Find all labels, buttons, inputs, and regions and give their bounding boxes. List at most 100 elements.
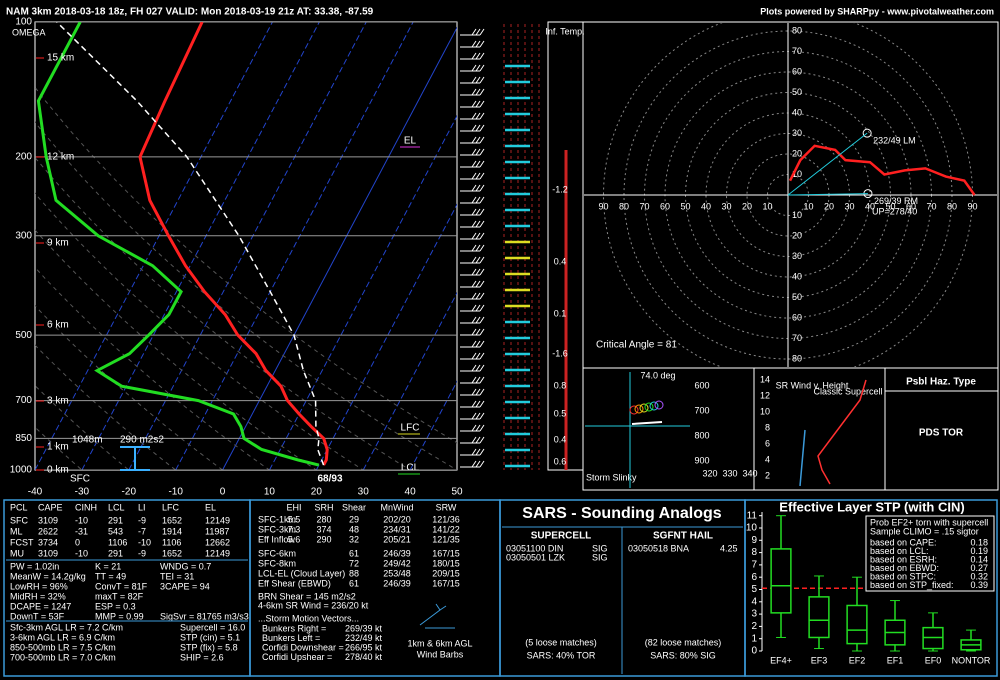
x-tick-label: 30: [358, 487, 370, 498]
x-tick-label: EF0: [925, 655, 942, 665]
thermo-header: LFC: [162, 502, 180, 512]
x-tick-label: EF3: [811, 655, 828, 665]
prob-value: 0.14: [970, 554, 988, 564]
slinky-ring: [649, 401, 659, 411]
critical-angle: Critical Angle = 81: [596, 340, 677, 351]
wind-barb: [460, 364, 485, 372]
wind-barb: [460, 460, 485, 468]
thermo-cell: -9: [138, 515, 146, 525]
height-label: 1 km: [47, 442, 69, 453]
thermo-cell: 11987: [205, 526, 229, 536]
hodo-label: 10: [792, 169, 802, 179]
kin-header: SRH: [314, 502, 333, 512]
thermo-cell: 12149: [205, 515, 230, 525]
thermo-cell: 291: [108, 548, 123, 558]
prob-value: 0.19: [970, 546, 988, 556]
motion-value: 232/49 kt: [345, 633, 383, 643]
inftemp-label: 0.6: [554, 456, 567, 466]
box: [770, 548, 792, 614]
prob-value: 0.27: [970, 563, 988, 573]
sars-supercell: SUPERCELL: [531, 531, 592, 542]
thermo-cell: 1106: [108, 537, 127, 547]
thermo-cell: 1652: [162, 515, 182, 525]
inftemp-label: 0.1: [554, 308, 567, 318]
hodo-label: 50: [792, 87, 802, 97]
prob-value: 0.39: [970, 580, 988, 590]
height-label: 15 km: [47, 53, 74, 64]
hodo-label: 90: [598, 201, 608, 211]
wind-barb: [460, 280, 485, 288]
hodo-label: 50: [680, 201, 690, 211]
thermo-cell: 1914: [162, 526, 182, 536]
hodo-label: 80: [619, 201, 629, 211]
y-tick-label: 4: [751, 596, 757, 607]
srwind-y-label: 2: [765, 470, 770, 480]
wind-barb: [460, 448, 485, 456]
x-tick-label: 10: [264, 487, 276, 498]
thermo-index: LowRH = 96%: [10, 581, 68, 591]
kin-cell: 180/15: [432, 558, 460, 568]
motion-value: 266/95 kt: [345, 642, 383, 652]
hodo-label: 40: [792, 107, 802, 117]
thermo-index: MMP = 0.99: [95, 611, 144, 621]
hodo-label: 10: [803, 201, 813, 211]
wind-barb: [460, 424, 485, 432]
wind-barb: [460, 340, 485, 348]
kin-label: SFC-3km: [258, 524, 296, 534]
prob-title: Sample CLIMO = .15 sigtor: [870, 526, 979, 536]
lapse-rate: 850-500mb LR = 7.5 C/km: [10, 642, 116, 652]
hodo-label: 10: [762, 201, 772, 211]
wind-barb: [460, 112, 485, 120]
srwind-y-label: 6: [765, 438, 770, 448]
kin-cell: 253/48: [383, 568, 411, 578]
kin-cell: 72: [349, 558, 359, 568]
hodo-label: 40: [792, 271, 802, 281]
height-label: 9 km: [47, 238, 69, 249]
hodo-label: 70: [639, 201, 649, 211]
sars-flag: SIG: [592, 552, 608, 562]
kin-cell: 246/39: [383, 578, 411, 588]
bottom-frames: [3, 499, 998, 677]
y-tick-label: 8: [751, 547, 757, 558]
barb-icon: [419, 603, 455, 629]
thermo-cell: MU: [10, 548, 24, 558]
motion-label: Corfidi Downshear =: [262, 642, 344, 652]
hodo-label: 70: [792, 333, 802, 343]
thermo-index: WNDG = 0.7: [160, 561, 211, 571]
header-left: NAM 3km 2018-03-18 18z, FH 027 VALID: Mo…: [6, 7, 374, 18]
srwind-y-label: 8: [765, 422, 770, 432]
thermo-cell: 1652: [162, 548, 182, 558]
hodo-label: 20: [824, 201, 834, 211]
slinky-x-label: 340: [742, 468, 757, 478]
kin-label: LCL-EL (Cloud Layer): [258, 568, 345, 578]
thermo-cell: FCST: [10, 537, 34, 547]
overlay: -40 -30 -20 -10 0 10 20 30 40 5010020030050070085…: [6, 17, 998, 665]
wind-barb: [460, 64, 485, 72]
hodo-label: 90: [967, 201, 977, 211]
brn-shear: BRN Shear = 145 m2/s2: [258, 591, 356, 601]
hodo-label: 60: [906, 201, 916, 211]
temperature-line: [138, 22, 329, 466]
prob-label: based on EBWD:: [870, 563, 939, 573]
thermo-cell: -31: [75, 526, 88, 536]
thermo-header: PCL: [10, 502, 28, 512]
inflow-bracket: [120, 446, 150, 471]
thermo-cell: -10: [75, 548, 88, 558]
motion-value: 278/40 kt: [345, 652, 383, 662]
motion-label: Corfidi Upshear =: [262, 652, 332, 662]
srwind-y-label: 14: [760, 374, 770, 384]
wind-barb: [460, 172, 485, 180]
slinky-ring: [654, 400, 664, 410]
hodo-label: 70: [926, 201, 936, 211]
inftemp-label: 0.5: [554, 408, 567, 418]
wind-barb: [460, 148, 485, 156]
kin-cell: 167/15: [432, 548, 460, 558]
lfc-label: LFC: [401, 423, 420, 434]
y-tick-label: 300: [15, 230, 32, 241]
slinky-x-label: 330: [722, 468, 737, 478]
kin-cell: 205/21: [383, 534, 411, 544]
sars-title: SARS - Sounding Analogs: [522, 505, 722, 522]
header-right: Plots powered by SHARPpy - www.pivotalwe…: [760, 6, 994, 16]
y-tick-label: 0: [751, 646, 757, 657]
thermo-cell: 12149: [205, 548, 230, 558]
